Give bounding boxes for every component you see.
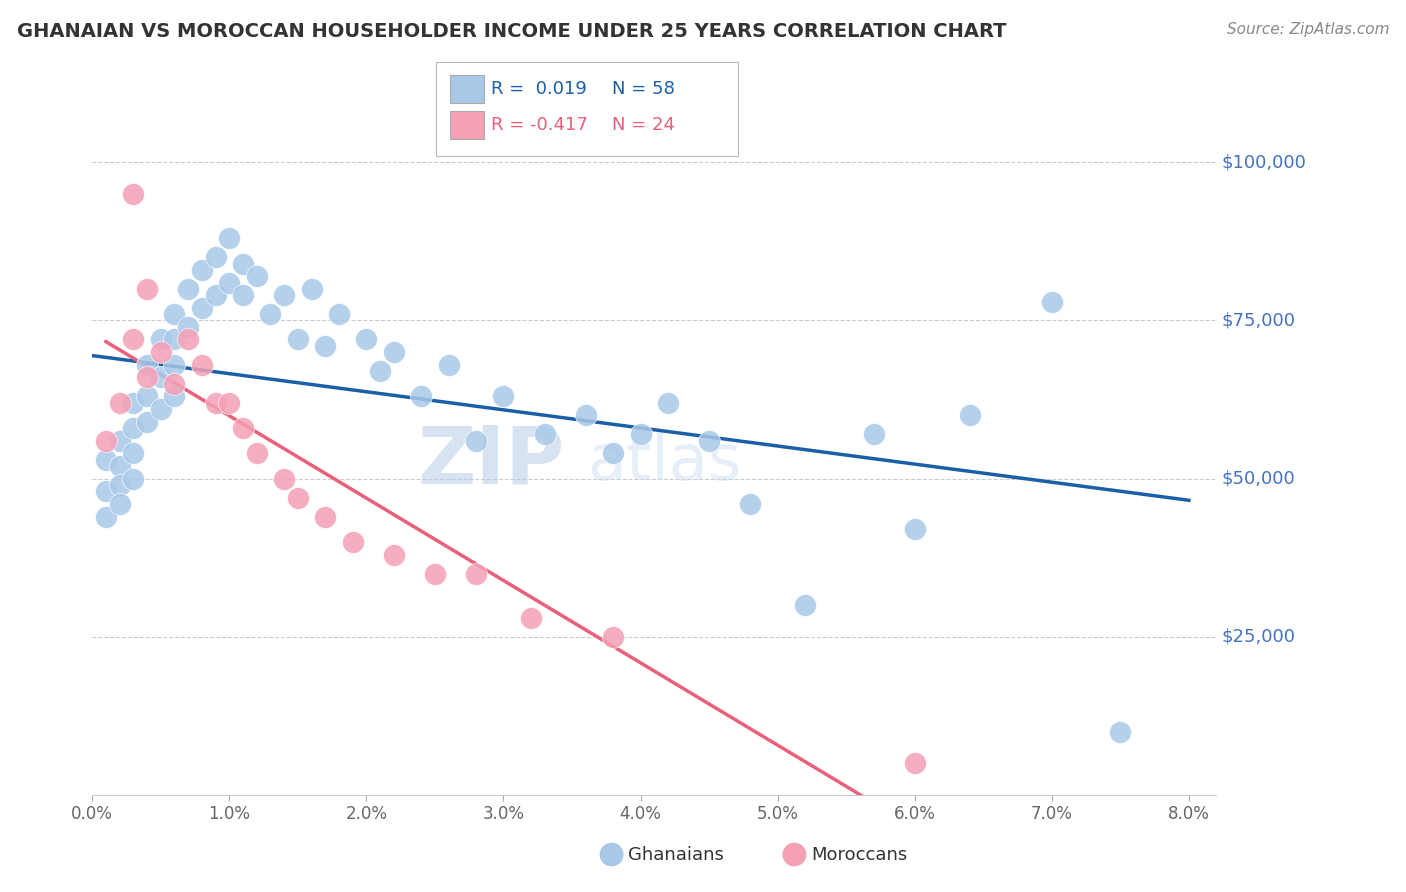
Point [177, 333, 200, 347]
Text: $50,000: $50,000 [1222, 470, 1296, 488]
Point [575, 409, 598, 423]
Point [904, 522, 927, 536]
Point [287, 333, 309, 347]
Point [465, 566, 488, 581]
Point [904, 756, 927, 771]
Point [218, 276, 240, 290]
Point [108, 458, 131, 473]
Point [356, 333, 378, 347]
Point [287, 491, 309, 505]
Point [163, 389, 186, 403]
Point [191, 263, 214, 277]
Point [697, 434, 720, 448]
Point [191, 358, 214, 372]
Point [149, 370, 172, 384]
Point [1040, 294, 1063, 309]
Point [314, 339, 336, 353]
Point [342, 535, 364, 549]
Point [794, 599, 817, 613]
Point [218, 231, 240, 245]
Point [740, 497, 762, 511]
Point [314, 509, 336, 524]
Point [1109, 724, 1132, 739]
Text: GHANAIAN VS MOROCCAN HOUSEHOLDER INCOME UNDER 25 YEARS CORRELATION CHART: GHANAIAN VS MOROCCAN HOUSEHOLDER INCOME … [17, 22, 1007, 41]
Point [163, 376, 186, 391]
Point [122, 396, 145, 410]
Point [959, 409, 981, 423]
Point [136, 389, 159, 403]
Point [246, 269, 269, 284]
Text: $25,000: $25,000 [1222, 628, 1296, 646]
Point [163, 358, 186, 372]
Point [122, 421, 145, 435]
Point [246, 446, 269, 460]
Text: ZIP: ZIP [418, 423, 564, 501]
Point [533, 427, 555, 442]
Point [204, 288, 226, 302]
Point [108, 497, 131, 511]
Point [273, 472, 295, 486]
Text: R =  0.019: R = 0.019 [491, 80, 586, 98]
Point [136, 282, 159, 296]
Text: atlas: atlas [586, 431, 741, 493]
Point [520, 611, 543, 625]
Point [122, 333, 145, 347]
Point [136, 370, 159, 384]
Point [630, 427, 652, 442]
Text: $75,000: $75,000 [1222, 311, 1296, 329]
Text: N = 24: N = 24 [612, 116, 675, 134]
Point [602, 630, 624, 644]
Point [301, 282, 323, 296]
Point [465, 434, 488, 448]
Point [232, 421, 254, 435]
Point [122, 186, 145, 201]
Point [149, 333, 172, 347]
Point [136, 358, 159, 372]
Point [437, 358, 460, 372]
Point [122, 446, 145, 460]
Point [862, 427, 884, 442]
Point [122, 472, 145, 486]
Point [382, 548, 405, 562]
Point [94, 434, 117, 448]
Point [273, 288, 295, 302]
Text: Ghanaians: Ghanaians [628, 846, 724, 863]
Point [177, 282, 200, 296]
Point [108, 478, 131, 492]
Point [328, 307, 350, 321]
Point [108, 434, 131, 448]
Point [94, 484, 117, 499]
Point [149, 402, 172, 417]
Point [108, 396, 131, 410]
Point [218, 396, 240, 410]
Point [177, 319, 200, 334]
Point [382, 345, 405, 359]
Text: $100,000: $100,000 [1222, 153, 1306, 171]
Point [94, 509, 117, 524]
Point [191, 301, 214, 315]
Point [136, 415, 159, 429]
Point [602, 446, 624, 460]
Point [423, 566, 446, 581]
Point [411, 389, 433, 403]
Point [368, 364, 391, 378]
Text: Moroccans: Moroccans [811, 846, 907, 863]
Point [204, 396, 226, 410]
Point [232, 256, 254, 270]
Text: Source: ZipAtlas.com: Source: ZipAtlas.com [1226, 22, 1389, 37]
Text: N = 58: N = 58 [612, 80, 675, 98]
Point [204, 250, 226, 264]
Point [259, 307, 281, 321]
Point [163, 307, 186, 321]
Point [492, 389, 515, 403]
Point [232, 288, 254, 302]
Point [94, 452, 117, 467]
Point [149, 345, 172, 359]
Point [657, 396, 679, 410]
Point [163, 333, 186, 347]
Text: R = -0.417: R = -0.417 [491, 116, 588, 134]
